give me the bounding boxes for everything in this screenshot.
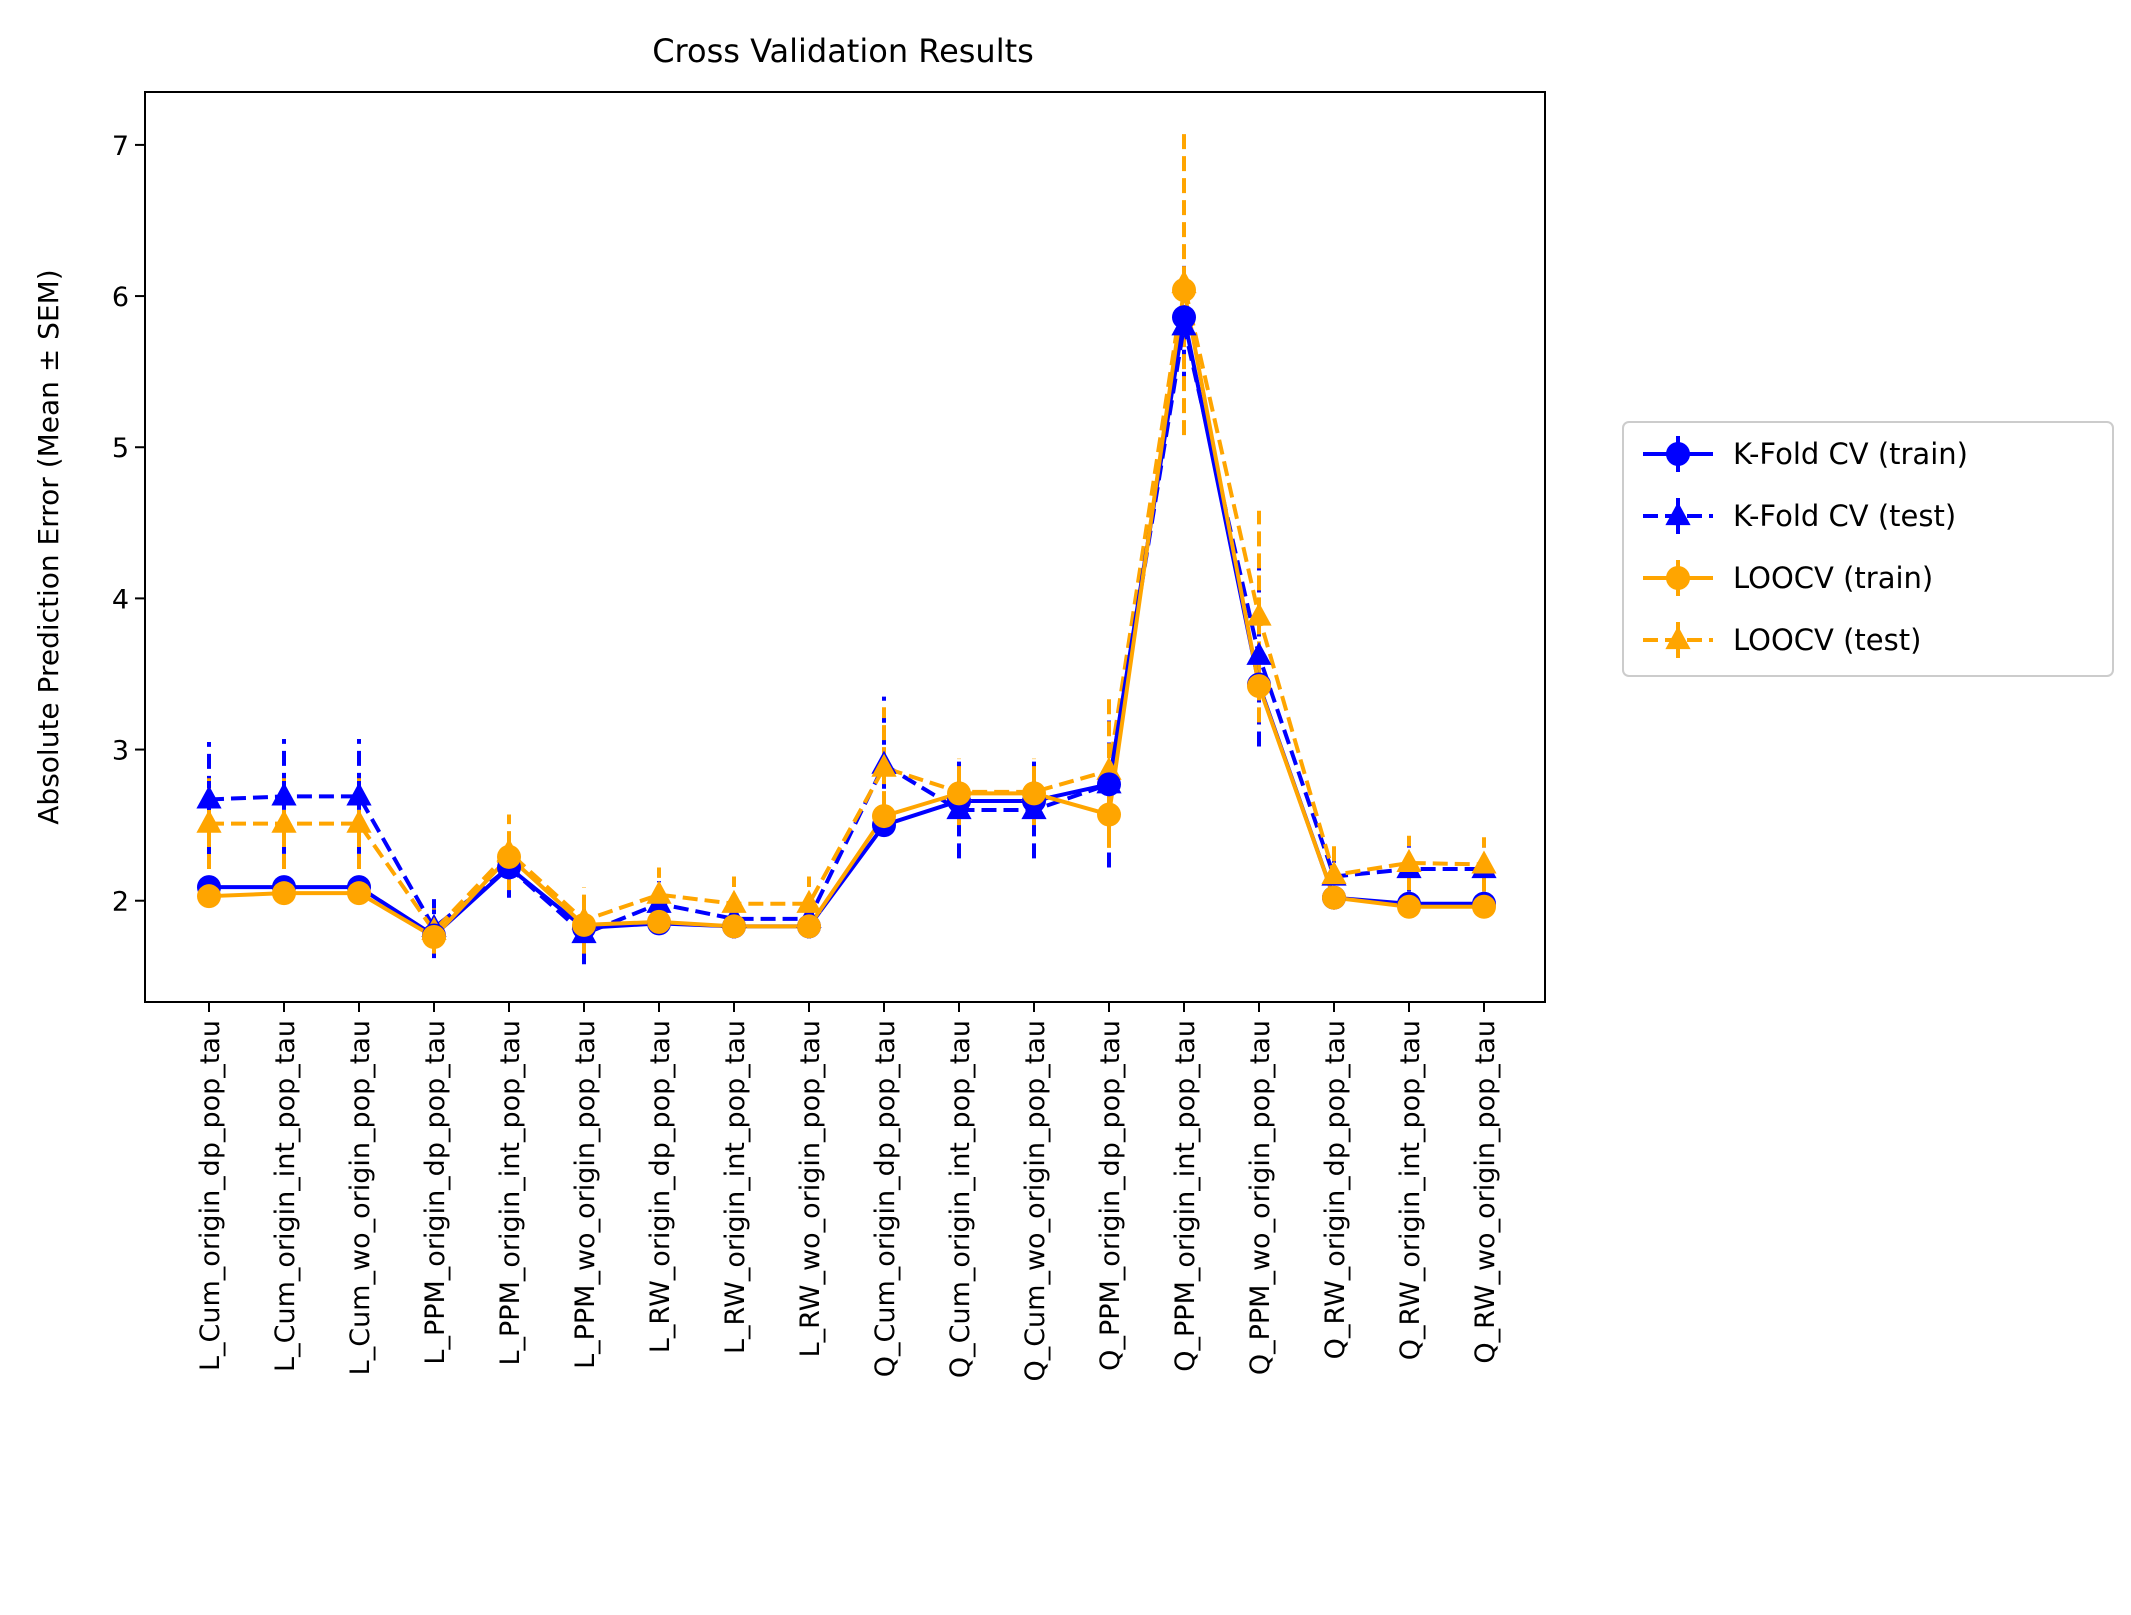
axes xyxy=(144,91,1546,1003)
data-point xyxy=(1471,850,1497,874)
x-tick-label: Q_PPM_origin_dp_pop_tau xyxy=(1095,1020,1126,1371)
y-tick-label: 7 xyxy=(112,131,129,162)
data-point xyxy=(646,880,672,904)
data-point xyxy=(1096,756,1122,780)
x-tick-label: L_RW_origin_dp_pop_tau xyxy=(645,1020,676,1353)
legend: K-Fold CV (train) K-Fold CV (test) LOOCV (… xyxy=(1622,421,2114,677)
series-line xyxy=(208,288,1484,939)
chart-title: Cross Validation Results xyxy=(652,32,1034,70)
x-tick-label: Q_RW_origin_dp_pop_tau xyxy=(1320,1020,1351,1359)
y-tick-label: 6 xyxy=(112,282,129,313)
y-tick-label: 5 xyxy=(112,433,129,464)
data-point xyxy=(647,909,671,934)
legend-marker xyxy=(1666,442,1690,466)
x-tick-label: Q_PPM_origin_int_pop_tau xyxy=(1170,1020,1201,1372)
x-tick-label: L_RW_origin_int_pop_tau xyxy=(720,1020,751,1354)
legend-box xyxy=(1622,421,2114,677)
data-point xyxy=(1397,894,1421,919)
data-point xyxy=(947,781,971,806)
data-point xyxy=(721,889,747,913)
x-ticks: L_Cum_origin_dp_pop_tau L_Cum_origin_int_… xyxy=(195,1002,1501,1382)
legend-marker xyxy=(1666,566,1690,590)
y-tick-label: 3 xyxy=(112,736,129,767)
data-point xyxy=(572,912,596,937)
data-point xyxy=(797,914,821,939)
data-point xyxy=(196,785,222,809)
data-point xyxy=(346,782,372,806)
series-line xyxy=(208,324,1484,936)
y-tick-label: 2 xyxy=(112,887,129,918)
data-point xyxy=(196,809,222,833)
x-tick-label: Q_RW_origin_int_pop_tau xyxy=(1395,1020,1426,1360)
series-lines xyxy=(208,281,1485,939)
x-tick-label: L_Cum_wo_origin_pop_tau xyxy=(345,1020,376,1375)
data-point xyxy=(272,881,296,906)
y-axis-label-group: Absolute Prediction Error (Mean ± SEM) xyxy=(32,269,65,824)
x-tick-label: L_PPM_origin_int_pop_tau xyxy=(495,1020,526,1366)
data-point xyxy=(872,804,896,829)
series-line xyxy=(209,281,1485,933)
data-point xyxy=(271,809,297,833)
x-tick-label: L_Cum_origin_int_pop_tau xyxy=(270,1020,301,1372)
data-point xyxy=(1246,641,1272,665)
data-point xyxy=(347,881,371,906)
data-point xyxy=(497,844,521,869)
x-tick-label: Q_Cum_origin_int_pop_tau xyxy=(945,1020,976,1378)
x-tick-label: L_RW_wo_origin_pop_tau xyxy=(795,1020,826,1357)
data-point xyxy=(1172,278,1196,303)
data-point xyxy=(1097,802,1121,827)
data-point xyxy=(1022,781,1046,806)
data-point xyxy=(796,889,822,913)
x-tick-label: L_PPM_wo_origin_pop_tau xyxy=(570,1020,601,1369)
data-point xyxy=(1246,602,1272,626)
data-point xyxy=(1322,885,1346,910)
data-point xyxy=(1396,848,1422,873)
x-tick-label: Q_Cum_wo_origin_pop_tau xyxy=(1020,1020,1051,1382)
legend-label: LOOCV (train) xyxy=(1733,561,1933,595)
data-point xyxy=(1321,861,1347,885)
x-tick-label: L_PPM_origin_dp_pop_tau xyxy=(420,1020,451,1365)
x-tick-label: Q_PPM_wo_origin_pop_tau xyxy=(1245,1020,1276,1375)
data-point xyxy=(722,914,746,939)
data-point xyxy=(271,782,297,806)
legend-label: K-Fold CV (test) xyxy=(1733,499,1956,533)
legend-marker xyxy=(1665,626,1691,650)
data-point xyxy=(1172,305,1196,330)
x-tick-label: L_Cum_origin_dp_pop_tau xyxy=(195,1020,226,1371)
data-point xyxy=(1247,674,1271,699)
data-point xyxy=(422,925,446,949)
data-point xyxy=(1472,894,1496,919)
legend-marker xyxy=(1665,502,1691,526)
markers xyxy=(196,269,1497,949)
x-tick-label: Q_Cum_origin_dp_pop_tau xyxy=(870,1020,901,1377)
data-point xyxy=(197,884,221,909)
legend-label: LOOCV (test) xyxy=(1733,623,1921,657)
plot-frame xyxy=(144,91,1546,1003)
y-tick-label: 4 xyxy=(112,584,129,615)
data-point xyxy=(346,809,372,833)
data-point xyxy=(1097,772,1121,797)
y-axis-label: Absolute Prediction Error (Mean ± SEM) xyxy=(32,269,65,824)
data-point xyxy=(871,753,897,777)
y-ticks: 2 3 4 5 6 7 xyxy=(112,131,145,918)
x-tick-label: Q_RW_wo_origin_pop_tau xyxy=(1470,1020,1501,1364)
legend-label: K-Fold CV (train) xyxy=(1733,437,1968,471)
